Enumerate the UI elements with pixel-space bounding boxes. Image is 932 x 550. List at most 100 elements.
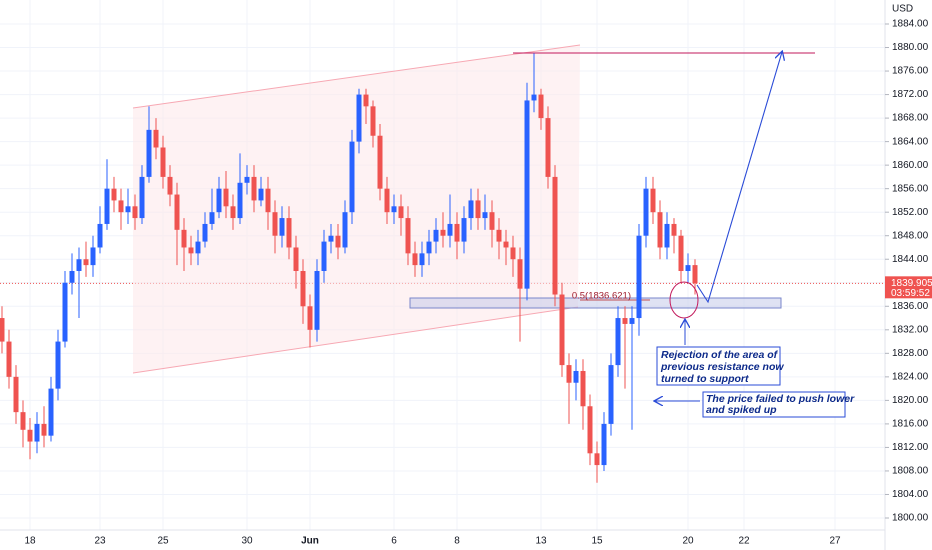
channel-upper [132,44,581,109]
note-line: and spiked up [706,404,777,416]
candle-body [580,370,586,407]
candle-body [139,176,145,219]
candle-body [377,135,383,189]
candle-body [349,141,355,213]
axes: 1800.00 1804.00 1808.00 1812.00 1816.00 1820.… [24,19,932,547]
candle-body [258,188,264,201]
candle-body [41,423,47,436]
candle-body [685,265,691,271]
candle-body [48,388,54,436]
candle-body [293,247,299,271]
x-tick-label: 8 [454,536,460,547]
candle-body [384,188,390,213]
candle-body [440,229,446,236]
y-tick-label: 1836.00 [892,301,929,312]
candle-body [27,429,33,442]
note-line: turned to support [661,373,749,385]
candle-body [650,188,656,213]
candle-body [188,247,194,254]
y-tick-label: 1856.00 [892,183,929,194]
x-tick-label: 22 [738,536,750,547]
y-tick-label: 1880.00 [892,42,929,53]
candle-body [608,365,614,424]
candle-body [545,118,551,177]
candle-body [587,406,593,454]
candle-body [517,259,523,289]
channel-lower [132,306,579,374]
x-tick-label: 13 [535,536,547,547]
y-tick-label: 1872.00 [892,89,929,100]
candle-body [314,270,320,330]
x-tick-label: 6 [391,536,397,547]
y-tick-label: 1824.00 [892,371,929,382]
candle-body [118,200,124,213]
x-tick-label: 23 [94,536,106,547]
candle-body [398,206,404,219]
candle-body [566,365,572,383]
candle-body [223,188,229,207]
candle-body [272,212,278,236]
candle-body [664,223,670,248]
candle-body [125,206,131,213]
candle-body [307,306,313,330]
candle-body [363,94,369,107]
candle-body [419,253,425,266]
candle-body [447,223,453,236]
candle-body [321,241,327,271]
candle-body [426,241,432,254]
candle-body [391,206,397,213]
candle-body [146,129,152,177]
price-tag-countdown: 03:59:52 [891,288,930,299]
support-zone [409,297,782,309]
candle-body [692,265,698,284]
candle-body [244,176,250,183]
candle-body [216,188,222,213]
candle-body [132,206,138,219]
candle-body [286,218,292,248]
candle-body [524,100,530,289]
candle-body [629,318,635,324]
candle-body [370,106,376,136]
candle-body [482,212,488,219]
candle-body [412,253,418,266]
candle-body [454,223,460,242]
candle-body [356,94,362,142]
candle-body [405,218,411,254]
y-tick-label: 1820.00 [892,395,929,406]
candle-body [328,235,334,242]
axis-unit: USD [892,4,913,15]
candle-body [671,223,677,236]
y-tick-label: 1868.00 [892,113,929,124]
candle-body [615,318,621,366]
y-tick-label: 1828.00 [892,348,929,359]
drawings-top: 0.5(1836.621) Rejection of the area of p… [572,52,855,418]
x-tick-label: 27 [829,536,841,547]
note-line: previous resistance now [660,361,784,373]
candle-body [279,218,285,236]
candle-body [531,94,537,101]
candle-body [636,235,642,319]
candle-body [594,453,600,466]
candle-body [34,423,40,442]
y-tick-label: 1876.00 [892,66,929,77]
candle-body [496,229,502,242]
note-box [702,391,846,418]
y-tick-label: 1800.00 [892,513,929,524]
candle-body [265,188,271,213]
x-tick-label: 18 [24,536,36,547]
candle-body [342,212,348,248]
candle-body [538,94,544,119]
price-tag-value: 1839.905 [891,278,932,289]
candle-body [601,423,607,466]
candle-body [475,200,481,219]
y-tick-label: 1832.00 [892,324,929,335]
y-tick-label: 1864.00 [892,136,929,147]
candle-body [174,194,180,230]
candle-body [552,176,558,295]
y-tick-label: 1812.00 [892,442,929,453]
drawings [132,44,815,374]
candle-body [559,294,565,366]
candle-body [468,200,474,219]
candles [0,53,698,483]
